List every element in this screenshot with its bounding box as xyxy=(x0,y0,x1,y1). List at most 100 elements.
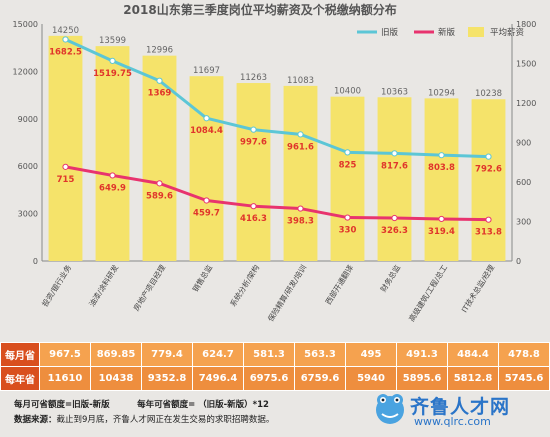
monthly-cell: 779.4 xyxy=(141,342,193,367)
right-tick-label: 1800 xyxy=(516,20,536,29)
series-line xyxy=(64,38,489,159)
yearly-cell: 6975.6 xyxy=(243,366,295,391)
x-tick-label: 保险精算/研发/培训 xyxy=(265,263,308,323)
monthly-row: 每月省 967.5 869.85 779.4 624.7 581.3 563.3… xyxy=(0,342,550,367)
right-tick-label: 900 xyxy=(516,139,531,148)
x-axis-labels: 投资/银行业务 油漆/涂料研发 房地产项目经理 销售总监 系统分析/架构 保险精算/研发/… xyxy=(40,262,497,323)
line-value-label: 398.3 xyxy=(287,217,314,227)
x-tick-label: 高级建筑/工程/总工 xyxy=(406,262,449,323)
left-tick-label: 9000 xyxy=(18,115,38,124)
series-point xyxy=(438,152,445,159)
series-point xyxy=(344,149,351,156)
series-point xyxy=(62,163,69,170)
source-note: 数据来源：截止到9月底，齐鲁人才网正在发生交易的求职招聘数据。 xyxy=(14,413,274,425)
monthly-cell: 869.85 xyxy=(90,342,142,367)
source-label: 数据来源： xyxy=(14,415,57,425)
line-value-label: 1682.5 xyxy=(49,47,82,57)
line-value-label: 825 xyxy=(339,160,357,170)
series-point xyxy=(485,216,492,223)
monthly-cell: 967.5 xyxy=(39,342,91,367)
yearly-cell: 5895.6 xyxy=(396,366,448,391)
series-point xyxy=(156,77,163,84)
series-point xyxy=(109,57,116,64)
line-value-label: 330 xyxy=(339,226,357,236)
bar xyxy=(471,99,506,262)
x-tick-label: 投资/银行业务 xyxy=(40,262,74,308)
monthly-cell: 478.8 xyxy=(498,342,550,367)
logo-name: 齐鲁人才网 xyxy=(410,396,511,418)
line-value-label: 319.4 xyxy=(428,227,455,237)
yearly-label: 每年省 xyxy=(0,366,40,391)
line-value-label: 1084.4 xyxy=(190,126,223,136)
site-logo: 齐鲁人才网 www.qlrc.com xyxy=(370,388,540,432)
savings-table: 每月省 967.5 869.85 779.4 624.7 581.3 563.3… xyxy=(0,342,550,391)
yearly-cell: 10438 xyxy=(90,366,142,391)
line-value-label: 792.6 xyxy=(475,165,502,175)
monthly-label: 每月省 xyxy=(0,342,40,367)
bar xyxy=(377,97,412,261)
left-tick-label: 0 xyxy=(33,257,38,266)
right-tick-label: 600 xyxy=(516,178,531,187)
yearly-cell: 11610 xyxy=(39,366,91,391)
line-value-label: 416.3 xyxy=(240,214,267,224)
series-point xyxy=(391,150,398,157)
series-point xyxy=(297,205,304,212)
x-tick-label: 西部开通翻译 xyxy=(323,262,356,306)
x-tick-label: 销售总监 xyxy=(190,262,215,293)
x-tick-label: IT技术总监/经理 xyxy=(459,262,497,314)
monthly-cell: 581.3 xyxy=(243,342,295,367)
line-value-label: 1519.75 xyxy=(93,69,132,79)
line-value-label: 326.3 xyxy=(381,226,408,236)
series-point xyxy=(485,153,492,160)
bar xyxy=(283,85,318,261)
formula-monthly: 每月可省额度=旧版-新版 xyxy=(14,400,110,410)
line-value-label: 1369 xyxy=(148,89,172,99)
x-tick-label: 油漆/涂料研发 xyxy=(87,262,121,308)
left-tick-label: 6000 xyxy=(18,162,38,171)
bar-value-label: 10238 xyxy=(475,89,502,99)
bar xyxy=(142,55,177,261)
x-tick-label: 财务总监 xyxy=(378,262,403,293)
logo-url: www.qlrc.com xyxy=(414,415,491,428)
source-text: 截止到9月底，齐鲁人才网正在发生交易的求职招聘数据。 xyxy=(56,415,275,425)
yearly-cell: 5940 xyxy=(345,366,397,391)
bar xyxy=(236,83,271,261)
bars: 14250 13599 12996 11697 11263 11083 10400 10363… xyxy=(48,26,506,262)
line-value-label: 459.7 xyxy=(193,208,220,218)
legend-swatch xyxy=(468,27,484,37)
legend-label: 平均薪资 xyxy=(490,27,525,38)
yearly-cell: 5812.8 xyxy=(447,366,499,391)
bar-value-label: 11263 xyxy=(240,73,267,83)
right-tick-label: 300 xyxy=(516,218,531,227)
series-point xyxy=(62,36,69,43)
line-value-label: 817.6 xyxy=(381,161,408,171)
chart-title: 2018山东第三季度岗位平均薪资及个税缴纳额分布 xyxy=(123,2,396,17)
yearly-cell: 7496.4 xyxy=(192,366,244,391)
bar-value-label: 11697 xyxy=(193,66,220,76)
right-tick-label: 1500 xyxy=(516,60,536,69)
bar-value-label: 10363 xyxy=(381,87,408,97)
frog-logo-icon xyxy=(376,394,404,424)
series-point xyxy=(250,126,257,133)
monthly-cell: 491.3 xyxy=(396,342,448,367)
right-tick-label: 0 xyxy=(516,257,521,266)
formula-note: 每月可省额度=旧版-新版 每年可省额度= （旧版-新版）*12 xyxy=(14,398,269,410)
series-point xyxy=(250,203,257,210)
monthly-cell: 484.4 xyxy=(447,342,499,367)
right-tick-label: 1200 xyxy=(516,99,536,108)
bar xyxy=(189,76,224,261)
left-tick-label: 12000 xyxy=(13,67,38,76)
yearly-cell: 6759.6 xyxy=(294,366,346,391)
line-value-label: 961.6 xyxy=(287,142,314,152)
bar xyxy=(330,96,365,262)
monthly-cell: 563.3 xyxy=(294,342,346,367)
bar-value-label: 11083 xyxy=(287,76,314,86)
series-point xyxy=(156,180,163,187)
formula-yearly: 每年可省额度= （旧版-新版）*12 xyxy=(137,400,269,410)
yearly-cell: 9352.8 xyxy=(141,366,193,391)
chart: 2018山东第三季度岗位平均薪资及个税缴纳额分布 旧版 新版 平均薪资 030006… xyxy=(13,2,537,323)
series-point xyxy=(297,131,304,138)
line-value-label: 589.6 xyxy=(146,191,173,201)
series-point xyxy=(438,215,445,223)
